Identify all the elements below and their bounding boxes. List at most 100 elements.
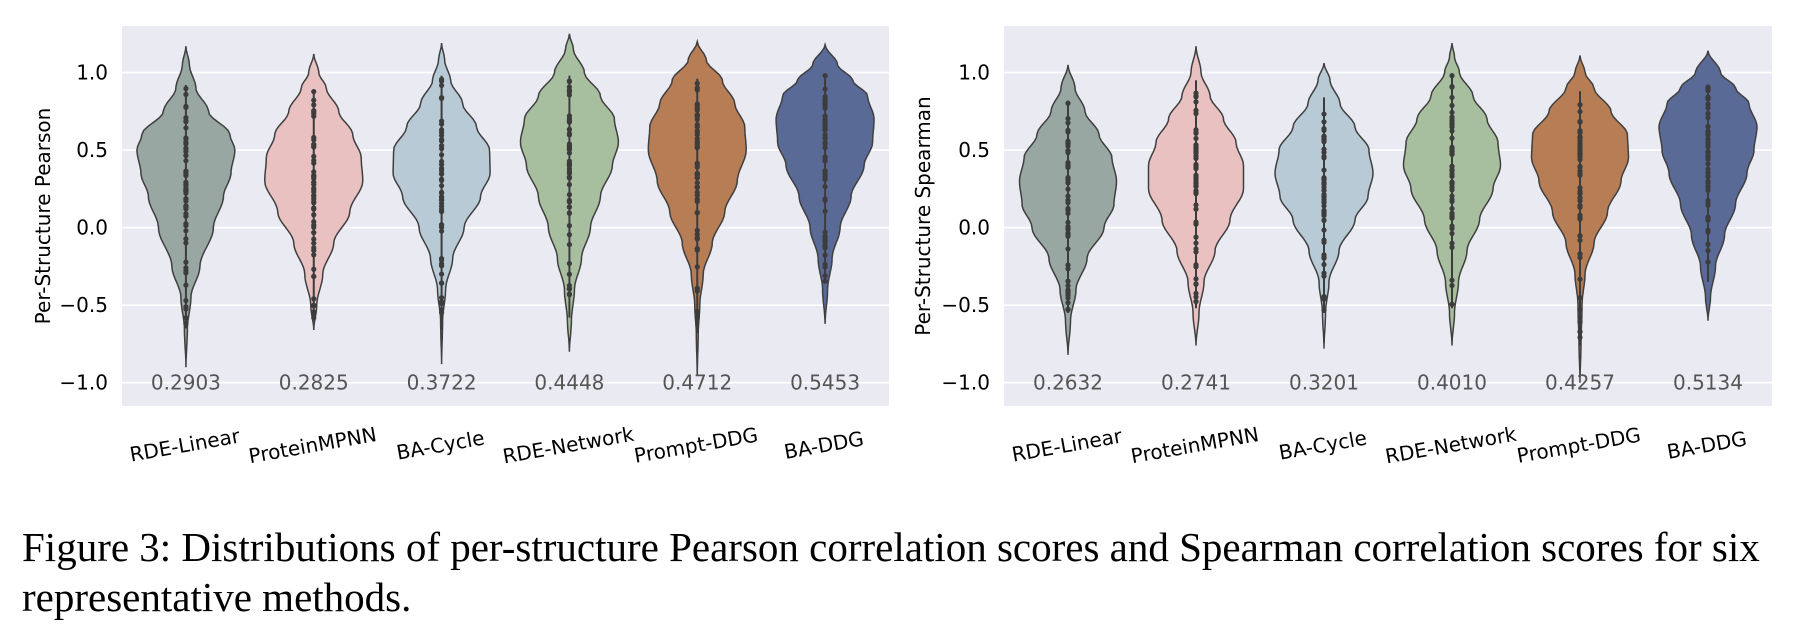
mean-score-label: 0.4010 (1417, 371, 1487, 395)
data-point (438, 171, 445, 177)
data-point (822, 135, 828, 142)
data-point (1577, 147, 1583, 153)
x-tick-label: RDE-Linear (128, 423, 243, 466)
data-point (1193, 182, 1199, 188)
data-point (1705, 88, 1711, 94)
x-tick-label: BA-Cycle (395, 426, 487, 465)
data-point (566, 260, 573, 267)
data-point (1705, 139, 1711, 146)
pearson-y-tick-label: 0.0 (76, 216, 108, 240)
data-point (822, 208, 828, 214)
data-point (1321, 210, 1327, 216)
data-point (1065, 205, 1071, 212)
data-point (1705, 187, 1711, 193)
data-point (438, 189, 445, 196)
data-point (1705, 132, 1711, 138)
data-point (1577, 237, 1583, 243)
data-point (438, 307, 445, 313)
data-point (1193, 130, 1199, 136)
data-point (183, 152, 189, 159)
data-point (1321, 252, 1327, 258)
data-point (1577, 214, 1583, 221)
data-point (183, 146, 189, 152)
data-point (1449, 187, 1455, 193)
spearman-y-tick-label: 0.0 (958, 216, 990, 240)
data-point (1321, 111, 1327, 117)
data-point (1449, 277, 1455, 283)
data-point (183, 221, 189, 227)
data-point (1577, 232, 1583, 239)
data-point (566, 232, 573, 238)
data-point (1705, 143, 1711, 150)
data-point (183, 315, 189, 321)
data-point (822, 145, 828, 151)
data-point (822, 157, 828, 163)
data-point (311, 315, 317, 321)
data-point (1193, 135, 1199, 142)
x-tick-label: Prompt-DDG (1515, 422, 1643, 467)
data-point (438, 197, 445, 203)
data-point (1321, 137, 1327, 144)
data-point (1577, 334, 1583, 340)
data-point (1065, 120, 1071, 126)
data-point (1321, 133, 1327, 139)
mean-score-label: 0.2825 (279, 371, 349, 395)
data-point (183, 265, 189, 271)
data-point (694, 285, 700, 291)
data-point (566, 144, 573, 150)
data-point (566, 175, 573, 181)
data-point (694, 136, 700, 142)
mean-score-label: 0.3722 (407, 371, 477, 395)
data-point (311, 134, 317, 141)
data-point (183, 196, 189, 202)
data-point (822, 139, 828, 146)
data-point (1705, 101, 1711, 107)
data-point (311, 236, 317, 242)
data-point (311, 102, 317, 108)
data-point (1193, 246, 1199, 252)
data-point (1705, 217, 1711, 223)
data-point (183, 139, 189, 145)
data-point (311, 113, 317, 119)
data-point (1705, 96, 1711, 102)
data-point (1449, 163, 1455, 169)
data-point (1705, 173, 1711, 179)
data-point (1321, 175, 1327, 181)
data-point (183, 168, 189, 174)
data-point (1321, 217, 1327, 223)
data-point (1193, 276, 1199, 282)
data-point (438, 78, 445, 84)
data-point (694, 235, 700, 241)
data-point (1577, 318, 1583, 324)
data-point (438, 95, 445, 101)
data-point (438, 167, 445, 174)
spearman-y-axis-label: Per-Structure Spearman (911, 96, 935, 335)
x-tick-label: Prompt-DDG (632, 422, 760, 467)
data-point (1705, 128, 1711, 134)
data-point (183, 297, 189, 304)
data-point (1065, 287, 1071, 293)
data-point (822, 264, 828, 270)
data-point (1705, 161, 1711, 167)
data-point (311, 229, 317, 236)
data-point (1705, 156, 1711, 162)
data-point (694, 184, 700, 190)
data-point (183, 91, 189, 98)
data-point (1705, 110, 1711, 117)
data-point (438, 224, 445, 230)
data-point (311, 173, 317, 179)
data-point (1065, 266, 1071, 272)
data-point (1449, 114, 1455, 121)
data-point (1449, 205, 1455, 212)
mean-score-label: 0.5453 (790, 371, 860, 395)
data-point (1065, 300, 1071, 306)
data-point (438, 82, 445, 89)
data-point (183, 183, 189, 189)
data-point (183, 236, 189, 242)
data-point (1577, 294, 1583, 301)
data-point (1321, 237, 1327, 243)
data-point (1065, 246, 1071, 252)
data-point (566, 210, 573, 216)
data-point (566, 182, 573, 188)
data-point (438, 257, 445, 263)
